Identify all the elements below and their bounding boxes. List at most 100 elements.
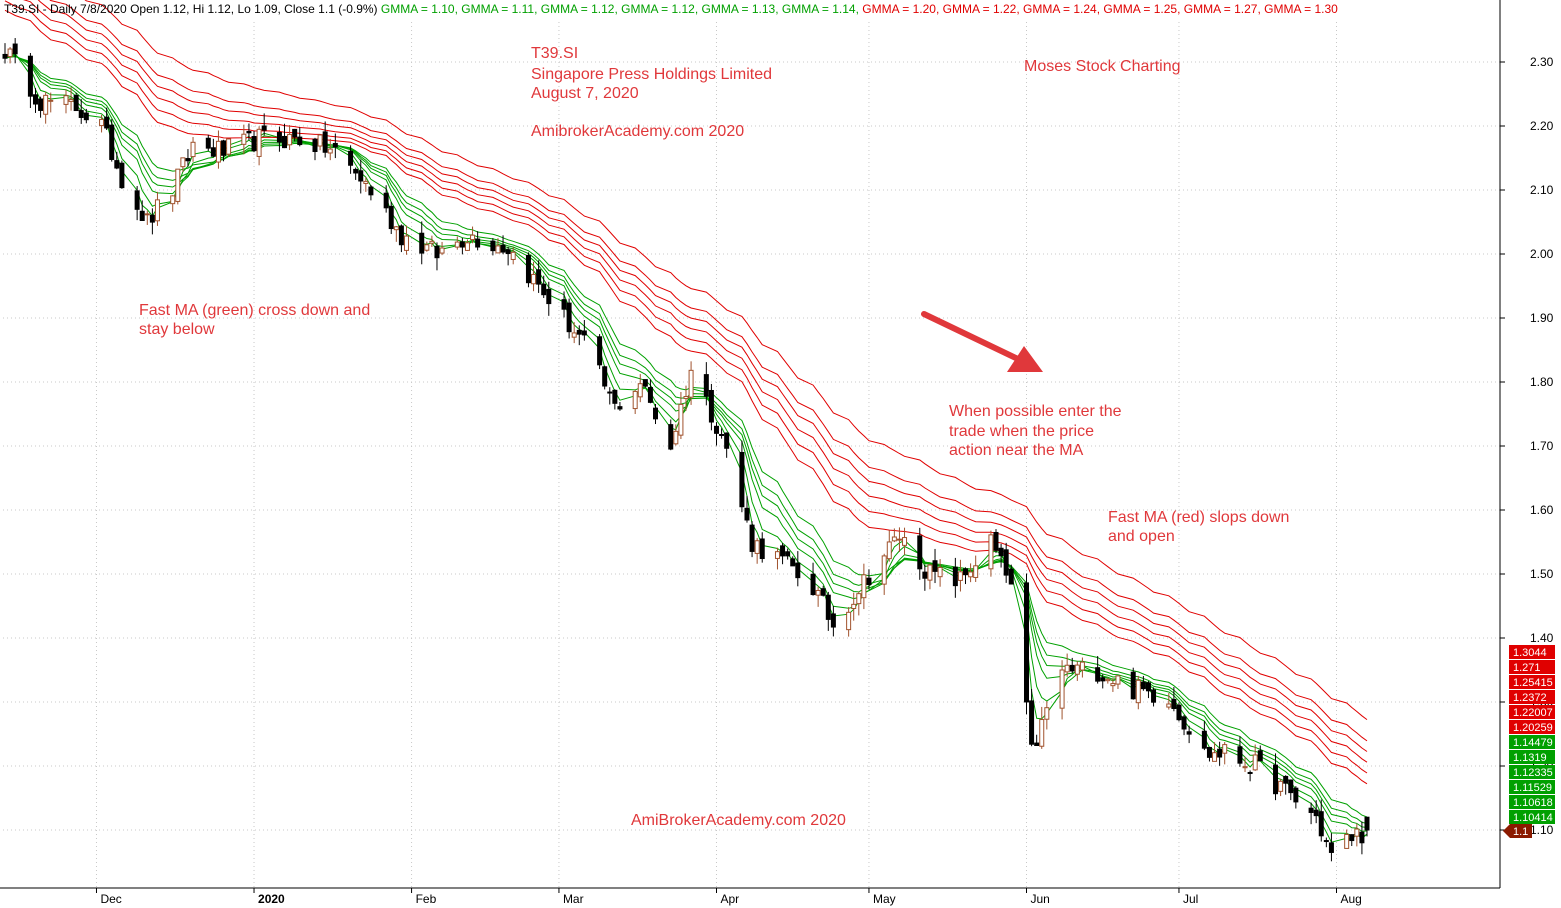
annotation-site-bottom: AmiBrokerAcademy.com 2020 xyxy=(631,812,846,829)
header-gmma-1: GMMA = 1.11, xyxy=(458,2,537,16)
y-tick-label: 2.00 xyxy=(1530,247,1554,261)
candle-body xyxy=(439,247,445,254)
candle-body xyxy=(922,571,928,579)
annotation-site-top: AmibrokerAcademy.com 2020 xyxy=(531,123,744,140)
annotation-enter-line3: action near the MA xyxy=(949,442,1084,459)
header-prefix: T39.SI - Daily 7/8/2020 Open 1.12, Hi 1.… xyxy=(4,2,378,16)
candle-body xyxy=(561,299,567,310)
x-tick-label: 2020 xyxy=(258,892,285,906)
candle-body xyxy=(256,128,262,157)
candle-body xyxy=(759,538,765,560)
candle-body xyxy=(1222,744,1228,754)
header-gmma-10: GMMA = 1.27, xyxy=(1180,2,1260,16)
candle-body xyxy=(226,138,232,155)
candle-body xyxy=(12,43,18,55)
candle-body xyxy=(363,180,369,184)
candle-body xyxy=(215,140,221,163)
candle-body xyxy=(1079,661,1085,671)
slow-ma-line-60 xyxy=(84,0,1368,721)
candle-body xyxy=(495,245,501,254)
header-gmma-4: GMMA = 1.13, xyxy=(698,2,778,16)
candle-body xyxy=(968,571,974,578)
fast-ma-tag-0: 1.14479 xyxy=(1513,737,1553,749)
candle-body xyxy=(1008,568,1014,585)
value-tags: 1.3044 1.271 1.25415 1.2372 1.22007 1.20259 1.… xyxy=(1503,645,1555,838)
candle-body xyxy=(1283,775,1289,784)
candle-body xyxy=(1074,664,1080,675)
x-tick-label: Apr xyxy=(720,892,739,906)
candle-body xyxy=(1095,667,1101,682)
x-tick-label: Jun xyxy=(1031,892,1050,906)
annotation-red-line1: Fast MA (red) slops down xyxy=(1108,509,1289,526)
candle-body xyxy=(719,433,725,436)
slow-ma-tag-1-bg xyxy=(1509,660,1555,674)
x-tick-label: Jul xyxy=(1183,892,1198,906)
header-gmma-6: GMMA = 1.20, xyxy=(859,2,939,16)
candle-body xyxy=(261,125,267,131)
candle-body xyxy=(63,95,69,105)
header-gmma-2: GMMA = 1.12, xyxy=(537,2,617,16)
candle-body xyxy=(251,136,257,152)
candle-body xyxy=(790,558,796,567)
slow-ma-tag-5-bg xyxy=(1509,720,1555,734)
candle-body xyxy=(403,235,409,251)
candle-body xyxy=(292,128,298,138)
candle-body xyxy=(43,94,49,115)
candle-body xyxy=(998,547,1004,557)
annotation-fast-green-line1: Fast MA (green) cross down and xyxy=(139,302,370,319)
candle-body xyxy=(896,538,902,541)
candle-body xyxy=(1151,689,1157,703)
candle-body xyxy=(1293,787,1299,803)
header-gmma-5: GMMA = 1.14, xyxy=(779,2,859,16)
candle-body xyxy=(937,566,943,578)
annotation-red-line2: and open xyxy=(1108,528,1175,545)
candle-body xyxy=(1029,700,1035,745)
fast-ma-tag-5-bg xyxy=(1509,810,1555,824)
header-gmma-3: GMMA = 1.12, xyxy=(618,2,698,16)
fast-ma-tag-5: 1.10414 xyxy=(1513,812,1553,824)
fast-ma-tag-0-bg xyxy=(1509,735,1555,749)
candle-body xyxy=(1140,681,1146,690)
candle-body xyxy=(602,366,608,387)
candle-body xyxy=(241,133,247,145)
candle-body xyxy=(683,396,689,400)
last-close-tag: 1.1 xyxy=(1513,826,1528,838)
candlesticks xyxy=(2,38,1370,862)
fast-ma-tag-4: 1.10618 xyxy=(1513,797,1553,809)
candle-body xyxy=(205,137,211,149)
y-tick-label: 1.80 xyxy=(1530,375,1554,389)
candle-body xyxy=(99,118,105,127)
candle-body xyxy=(576,329,582,335)
candle-body xyxy=(780,545,786,557)
annotation-brand: Moses Stock Charting xyxy=(1024,58,1181,75)
candle-body xyxy=(713,425,719,434)
candle-body xyxy=(221,140,227,156)
fast-ma-line-15 xyxy=(4,56,1368,818)
candle-body xyxy=(1344,833,1350,849)
last-close-tag-bg xyxy=(1503,824,1532,838)
slow-ma-line-35 xyxy=(4,0,1368,774)
candle-body xyxy=(1318,811,1324,837)
candle-body xyxy=(312,138,318,153)
candle-body xyxy=(612,389,618,404)
candle-body xyxy=(927,564,933,581)
candle-body xyxy=(1039,719,1045,747)
candle-body xyxy=(1100,677,1106,682)
candle-body xyxy=(1257,750,1263,762)
slow-ma-tag-4: 1.22007 xyxy=(1513,707,1553,719)
candle-body xyxy=(78,110,84,118)
candle-body xyxy=(1212,752,1218,762)
fast-ma-line-12 xyxy=(4,55,1368,824)
candle-body xyxy=(48,99,54,102)
candle-body xyxy=(180,157,186,168)
header-gmma-8: GMMA = 1.24, xyxy=(1020,2,1100,16)
candle-body xyxy=(332,142,338,148)
candle-body xyxy=(276,132,282,143)
candle-body xyxy=(891,536,897,542)
candle-body xyxy=(1105,678,1111,682)
candle-body xyxy=(1247,771,1253,774)
candle-body xyxy=(185,158,191,162)
chart-header: T39.SI - Daily 7/8/2020 Open 1.12, Hi 1.… xyxy=(4,2,1338,16)
slow-ma-tag-2: 1.25415 xyxy=(1513,677,1553,689)
